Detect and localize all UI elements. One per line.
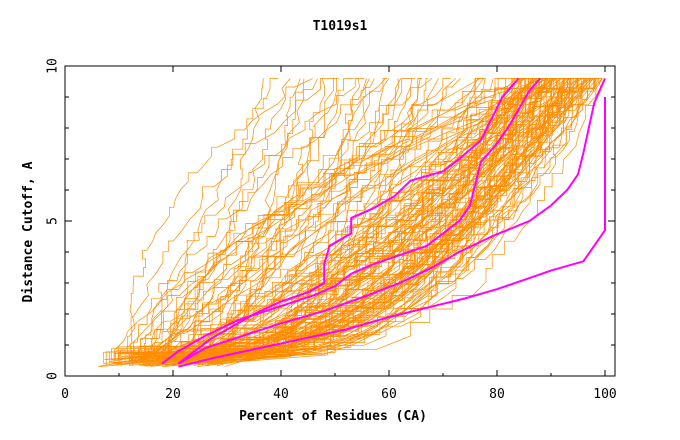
background-series-line (225, 78, 421, 365)
background-series-line (120, 78, 598, 367)
y-axis-label: Distance Cutoff, A (21, 161, 36, 302)
background-series-line (199, 78, 360, 365)
highlight-series-line (177, 78, 606, 365)
background-series-line (134, 78, 354, 363)
background-series-line (111, 78, 536, 366)
background-series-line (139, 78, 545, 360)
x-axis-label: Percent of Residues (CA) (239, 409, 427, 424)
highlight-series-line (161, 77, 541, 365)
background-series-line (138, 78, 549, 361)
background-series-line (207, 78, 334, 366)
background-series-line (160, 78, 481, 365)
background-series-line (147, 78, 548, 361)
background-series-line (192, 78, 563, 360)
background-series-line (110, 78, 553, 361)
background-series-line (118, 78, 585, 363)
background-series-line (117, 78, 479, 360)
x-tick-label: 60 (381, 387, 397, 402)
y-tick-label: 0 (46, 372, 61, 380)
background-series-line (157, 78, 387, 363)
background-series-line (114, 78, 547, 360)
background-series-line (208, 78, 570, 366)
background-series-line (131, 78, 578, 365)
background-series-line (169, 78, 558, 361)
chart-title: T1019s1 (313, 19, 368, 34)
x-tick-label: 20 (165, 387, 181, 402)
background-series-line (216, 78, 569, 367)
background-series-line (118, 78, 526, 364)
background-series-line (157, 78, 570, 365)
background-series-line (153, 78, 600, 361)
background-series-line (142, 78, 365, 361)
y-tick-label: 5 (46, 217, 61, 225)
background-series-line (98, 78, 305, 367)
background-series-line (137, 78, 264, 361)
background-series-line (128, 78, 291, 363)
background-series-line (138, 78, 541, 364)
background-series-line (112, 78, 370, 364)
background-series-line (193, 78, 504, 366)
highlight-series-line (177, 77, 520, 365)
background-series-line (202, 78, 595, 365)
background-series-line (110, 78, 337, 361)
background-series-line (166, 78, 572, 360)
highlight-series-line (178, 97, 606, 368)
background-series-line (198, 78, 559, 365)
background-series-line (208, 78, 532, 364)
background-series-line (146, 78, 279, 362)
highlight-series-group (161, 77, 606, 368)
background-series-line (169, 78, 523, 366)
x-tick-label: 100 (593, 387, 616, 402)
background-series-line (161, 78, 568, 367)
background-series-line (131, 78, 461, 364)
background-series-line (128, 78, 339, 361)
background-series-line (131, 78, 387, 360)
background-series-line (124, 78, 451, 365)
background-series-line (200, 78, 549, 360)
background-series-line (157, 78, 598, 360)
background-series-line (141, 78, 428, 361)
background-series-line (221, 78, 602, 362)
x-tick-label: 80 (489, 387, 505, 402)
background-series-line (130, 78, 587, 361)
background-series-line (211, 78, 603, 364)
background-series-line (225, 78, 599, 362)
y-tick-label: 10 (46, 58, 61, 74)
x-tick-label: 0 (61, 387, 69, 402)
background-series-line (127, 78, 313, 362)
background-series-line (164, 78, 534, 363)
background-series-line (143, 78, 318, 365)
background-series-line (148, 78, 527, 366)
background-series-line (217, 78, 538, 366)
axis-ticks: 0 20 40 60 80 100 0 5 10 (46, 58, 617, 402)
background-series-line (150, 78, 585, 366)
background-series-line (109, 78, 583, 364)
background-series-line (157, 78, 433, 363)
x-tick-label: 40 (273, 387, 289, 402)
